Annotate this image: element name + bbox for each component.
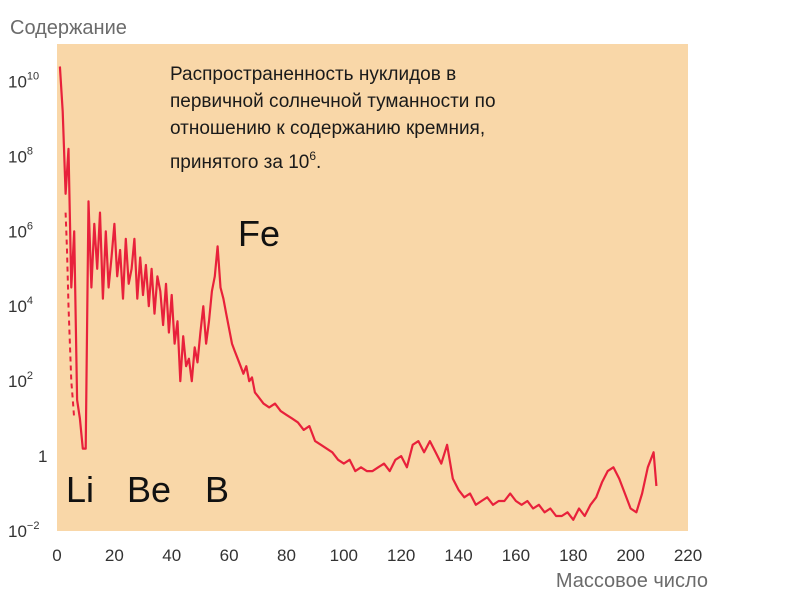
element-label-li: Li <box>66 469 94 510</box>
x-tick-label: 160 <box>502 546 530 565</box>
x-tick-label: 100 <box>330 546 358 565</box>
x-tick-label: 20 <box>105 546 124 565</box>
x-tick-label: 60 <box>220 546 239 565</box>
y-tick-label: 106 <box>8 220 33 241</box>
x-axis-label: Массовое число <box>556 570 708 592</box>
x-axis-ticks: 0 20 40 60 80 100 120 140 160 180 200 220 <box>52 546 702 565</box>
annotation-line-2: первичной солнечной туманности по <box>170 91 496 112</box>
x-tick-label: 200 <box>616 546 644 565</box>
annotation-line-3: отношению к содержанию кремния, <box>170 118 485 139</box>
series-layer <box>58 66 658 521</box>
x-tick-label: 40 <box>162 546 181 565</box>
x-tick-label: 80 <box>277 546 296 565</box>
annotation-line-4: принятого за 106. <box>170 149 321 173</box>
x-tick-label: 0 <box>52 546 61 565</box>
dashed-segment <box>64 212 76 419</box>
x-tick-label: 180 <box>559 546 587 565</box>
annotation-line-4-end: . <box>316 152 321 173</box>
series-line <box>58 66 658 521</box>
element-label-b: B <box>205 469 229 510</box>
y-tick-label: 1 <box>38 447 47 466</box>
y-tick-label: 108 <box>8 145 33 166</box>
y-axis-ticks: 1010 108 106 104 102 1 10−2 <box>8 70 47 541</box>
element-label-be: Be <box>127 469 171 510</box>
chart-annotation: Распространенность нуклидов в первичной … <box>170 64 496 173</box>
plot-area <box>57 44 688 531</box>
annotation-line-4-text: принятого за 10 <box>170 152 309 173</box>
y-tick-label: 102 <box>8 370 33 391</box>
annotation-line-1: Распространенность нуклидов в <box>170 64 456 85</box>
element-label-fe: Fe <box>238 213 280 254</box>
x-tick-label: 220 <box>674 546 702 565</box>
y-tick-label: 10−2 <box>8 520 39 541</box>
y-axis-label: Содержание <box>10 17 127 39</box>
x-tick-label: 120 <box>387 546 415 565</box>
annotation-line-4-exp: 6 <box>309 149 316 163</box>
y-tick-label: 1010 <box>8 70 39 91</box>
y-tick-label: 104 <box>8 295 33 316</box>
x-tick-label: 140 <box>444 546 472 565</box>
